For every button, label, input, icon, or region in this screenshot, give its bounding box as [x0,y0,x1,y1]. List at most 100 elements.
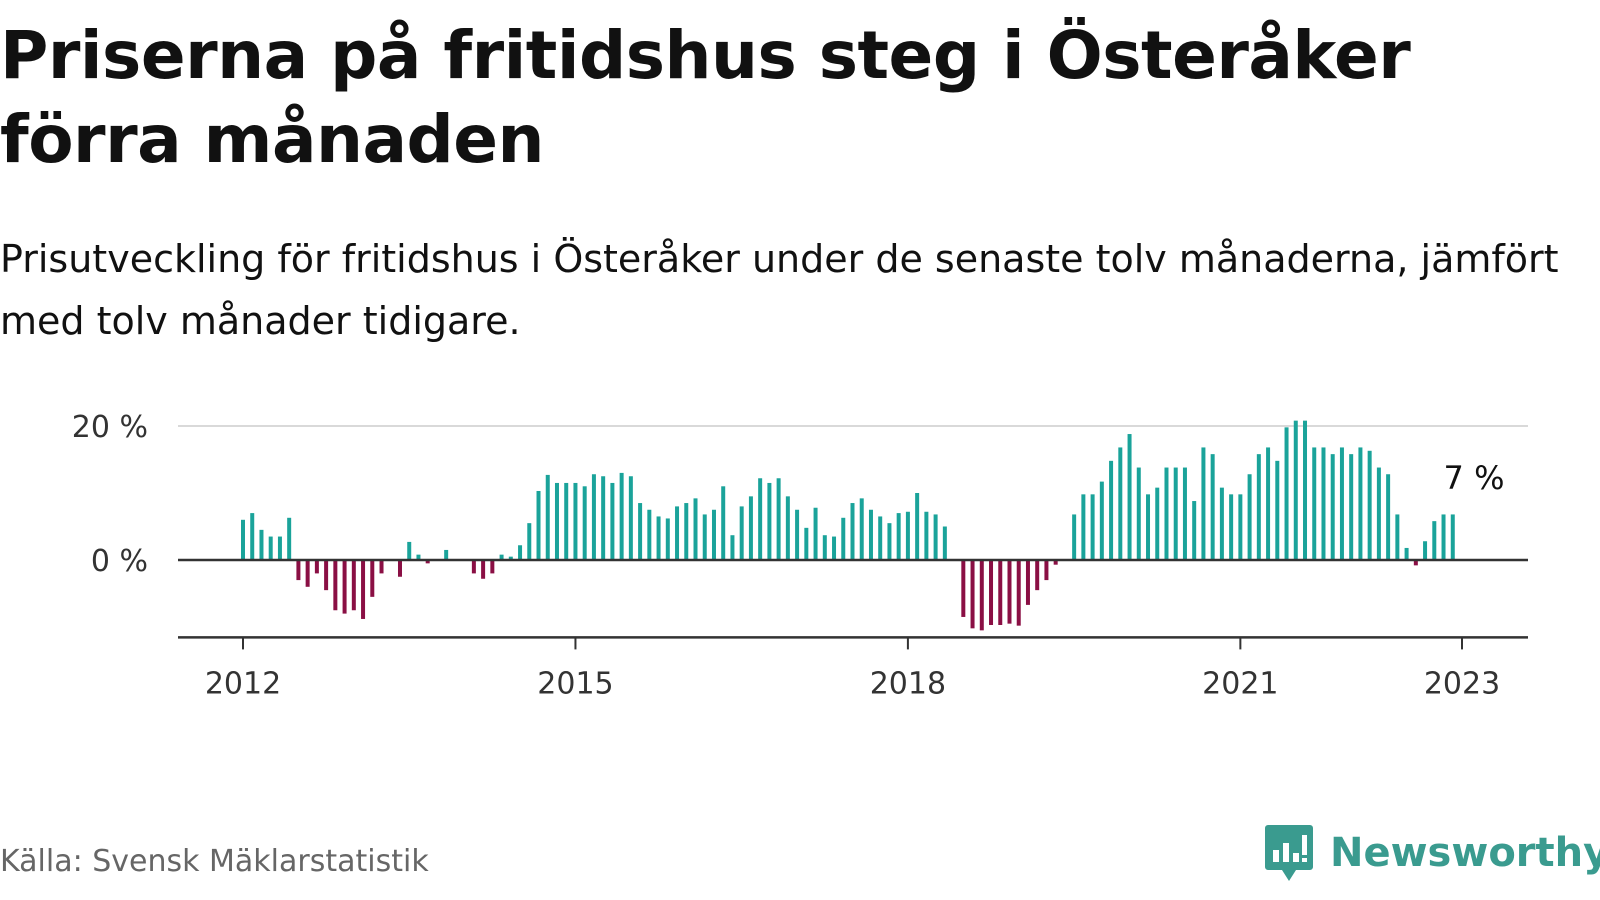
bar-positive [241,519,245,560]
bar-positive [1321,447,1326,560]
bar-positive [619,472,624,560]
bar-negative [296,560,301,581]
bar-negative [1053,560,1058,565]
bar-positive [1339,447,1344,560]
bar-positive [628,476,633,560]
bar-positive [1155,487,1160,560]
bar-positive [1229,494,1234,560]
bar-positive [573,482,578,560]
bar-positive [942,526,947,560]
chart-subtitle: Prisutveckling för fritidshus i Österåke… [0,237,1559,343]
bar-positive [748,496,753,560]
bar-positive [1099,481,1104,560]
bar-positive [287,517,292,560]
axis-layer: 0 % 20 % 2012 2015 2018 2021 2023 7 % [72,410,1528,701]
bar-positive [1238,494,1243,560]
bar-positive [1284,427,1289,560]
bar-positive [1136,467,1141,560]
bar-negative [979,560,984,631]
bar-positive [767,482,772,560]
bar-positive [841,517,846,560]
bar-positive [905,511,910,560]
bar-positive [277,536,282,560]
bar-negative [1025,560,1030,605]
bar-positive [1275,460,1280,560]
bar-negative [351,560,356,611]
bars-layer [241,420,1455,631]
bar-positive [1312,447,1317,560]
bar-negative [970,560,975,629]
bar-negative [481,560,486,579]
bar-positive [1358,447,1363,560]
bar-negative [1016,560,1021,626]
bar-positive [259,529,264,560]
bar-positive [795,509,800,560]
bar-positive [1256,454,1261,560]
bar-positive [933,514,938,560]
bar-negative [998,560,1003,625]
newsworthy-logo: Newsworthy [1264,822,1600,884]
bar-positive [268,536,273,560]
page-title: Priserna på fritidshus steg i Österåker … [0,17,1411,178]
bar-positive [1386,474,1391,560]
bar-negative [1044,560,1049,581]
bar-positive [545,474,550,560]
bar-positive [878,516,883,560]
bar-positive [508,556,513,560]
bar-positive [684,503,689,560]
bar-positive [1404,547,1409,560]
bar-positive [647,509,652,560]
bar-negative [490,560,495,574]
bar-negative [361,560,366,619]
bar-positive [665,518,670,560]
bar-positive [721,486,726,560]
bar-positive [924,511,929,560]
bar-positive [1109,460,1114,560]
bar-negative [342,560,347,614]
bar-positive [915,493,920,560]
bar-positive [250,513,255,560]
bar-positive [711,509,716,560]
bar-negative [961,560,966,617]
bar-positive [1173,467,1178,560]
bar-positive [822,535,827,560]
bar-positive [702,514,707,560]
bar-positive [1247,474,1252,560]
x-tick-label: 2015 [537,666,613,701]
bar-positive [785,496,790,560]
bar-positive [610,482,615,560]
bar-negative [1035,560,1040,591]
bar-positive [1146,494,1151,560]
bar-positive [536,490,541,560]
bar-positive [1081,494,1086,560]
bar-positive [1376,467,1381,560]
bar-positive [554,482,559,560]
bar-positive [1330,454,1335,560]
bar-positive [1164,467,1169,560]
bar-positive [1090,494,1095,560]
bar-positive [758,478,763,560]
bar-negative [397,560,402,577]
brand-name: Newsworthy [1330,830,1600,876]
bar-positive [444,549,449,560]
bar-positive [1266,447,1271,560]
bar-positive [1201,447,1206,560]
bar-positive [693,498,698,560]
price-change-chart: 0 % 20 % 2012 2015 2018 2021 2023 7 % [72,410,1528,701]
bar-positive [896,513,901,560]
bar-positive [1293,420,1298,560]
bar-negative [1413,560,1418,566]
bar-positive [1182,467,1187,560]
bar-negative [379,560,384,574]
newsworthy-logo-icon [1265,825,1313,881]
bar-positive [407,541,412,560]
bar-negative [324,560,329,591]
y-tick-label: 20 % [72,410,148,445]
bar-negative [1007,560,1012,624]
bar-negative [305,560,310,587]
bar-positive [1303,420,1308,560]
bar-positive [527,523,532,560]
x-tick-label: 2018 [870,666,946,701]
bar-positive [1367,450,1372,560]
bar-positive [638,503,643,560]
